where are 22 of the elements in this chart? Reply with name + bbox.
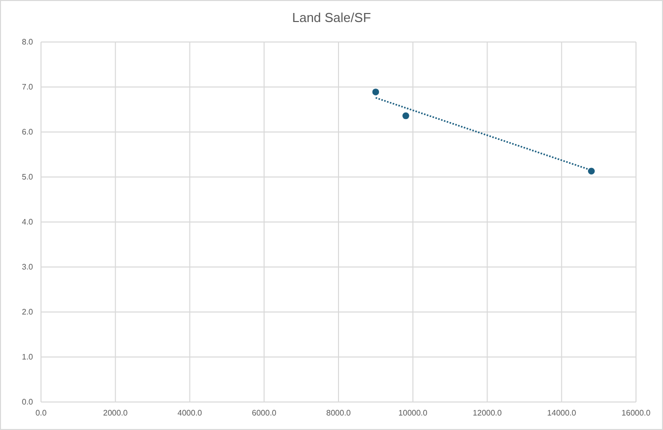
x-tick-label: 14000.0 — [547, 408, 577, 418]
y-tick-label: 1.0 — [22, 352, 34, 362]
chart-title: Land Sale/SF — [292, 10, 371, 25]
y-tick-label: 8.0 — [22, 38, 34, 47]
point — [402, 112, 410, 120]
x-tick-label: 8000.0 — [326, 408, 352, 418]
x-tick-label: 6000.0 — [252, 408, 277, 418]
y-tick-label: 2.0 — [22, 308, 34, 317]
x-tick-label: 16000.0 — [622, 408, 652, 418]
x-tick-label: 0.0 — [35, 408, 48, 418]
x-tick-label: 2000.0 — [103, 408, 128, 418]
point — [372, 88, 380, 96]
x-tick-label: 12000.0 — [472, 408, 502, 418]
y-tick-label: 3.0 — [22, 262, 34, 272]
point — [588, 168, 595, 175]
y-tick-label: 5.0 — [22, 172, 34, 182]
y-tick-label: 7.0 — [22, 82, 34, 92]
x-tick-label: 4000.0 — [178, 408, 203, 418]
y-tick-label: 4.0 — [22, 218, 34, 227]
y-tick-label: 6.0 — [22, 128, 34, 137]
y-tick-label: 0.0 — [22, 398, 34, 407]
x-tick-label: 10000.0 — [398, 408, 428, 418]
